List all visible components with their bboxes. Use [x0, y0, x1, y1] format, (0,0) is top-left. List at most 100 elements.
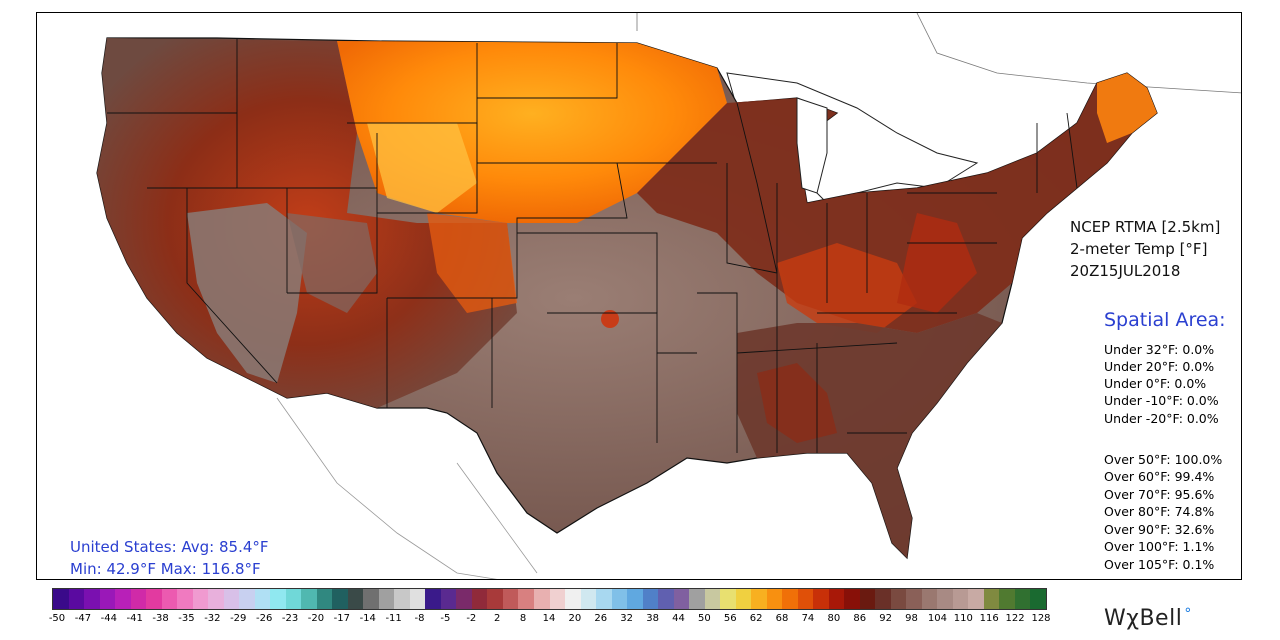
wxbell-logo: WχBell ° [1104, 606, 1192, 631]
colorbar-swatch [161, 589, 178, 609]
colorbar-swatch [487, 589, 503, 609]
colorbar-tick-label: 8 [519, 613, 527, 624]
colorbar-swatch [921, 589, 938, 609]
stat-under-20: Under 20°F: 0.0% [1104, 359, 1215, 374]
colorbar-swatch [968, 589, 984, 609]
colorbar-swatch [53, 589, 69, 609]
colorbar-tick-label: 32 [620, 613, 634, 624]
brand-name: WχBell [1104, 606, 1183, 631]
colorbar-swatch [596, 589, 612, 609]
maine-warm [1097, 73, 1157, 143]
colorbar-swatch [254, 589, 271, 609]
colorbar-tick-label: 74 [801, 613, 815, 624]
colorbar-tick-label: 26 [594, 613, 608, 624]
colorbar-tick-label: 80 [827, 613, 841, 624]
colorbar-swatch [642, 589, 659, 609]
colorbar-swatch [425, 589, 441, 609]
stat-over-105: Over 105°F: 0.1% [1104, 557, 1215, 572]
colorbar-swatch [146, 589, 162, 609]
appalachian-warm [897, 213, 977, 313]
colorbar-swatch [673, 589, 690, 609]
colorbar-tick-label: -29 [230, 613, 247, 624]
brand-dot-icon: ° [1184, 606, 1192, 622]
wyoming-hotspot [367, 123, 477, 213]
colorbar-swatch [440, 589, 457, 609]
colorbar-swatch [549, 589, 566, 609]
colorbar-tick-label: -2 [466, 613, 477, 624]
colorbar-tick-label: 92 [879, 613, 892, 624]
colorbar-swatch [316, 589, 333, 609]
colorbar-swatch [518, 589, 534, 609]
colorbar-tick-label: 98 [905, 613, 918, 624]
colorbar-swatch [890, 589, 907, 609]
temperature-map [36, 12, 1242, 580]
colorbar-swatch [239, 589, 255, 609]
colorbar-swatch [285, 589, 302, 609]
colorbar-swatch [471, 589, 488, 609]
colorbar-swatch [502, 589, 519, 609]
colorbar-tick-label: 44 [672, 613, 685, 624]
colorbar-tick-label: -38 [152, 613, 169, 624]
stat-over-50: Over 50°F: 100.0% [1104, 452, 1223, 467]
colorbar-swatch [394, 589, 410, 609]
colorbar-tick-label: -26 [255, 613, 273, 624]
colorbar-swatch [828, 589, 845, 609]
colorbar-tick-label: 116 [979, 613, 999, 624]
colorbar-swatch [332, 589, 348, 609]
colorbar-swatch [347, 589, 364, 609]
colorbar-swatch [875, 589, 891, 609]
temperature-colorbar [52, 588, 1047, 610]
colorbar-swatch [937, 589, 953, 609]
oklahoma-hotspot [601, 310, 619, 328]
colorbar-swatch [378, 589, 395, 609]
colorbar-tick-label: -14 [359, 613, 376, 624]
stat-under-32: Under 32°F: 0.0% [1104, 342, 1215, 357]
colorbar-swatch [409, 589, 426, 609]
stat-under-0: Under 0°F: 0.0% [1104, 376, 1207, 391]
colorbar-swatch [983, 589, 1000, 609]
colorbar-swatch [720, 589, 736, 609]
colorbar-tick-label: 62 [749, 613, 763, 624]
state-borders [107, 38, 1078, 453]
colorbar-swatch [363, 589, 379, 609]
colorbar-swatch [766, 589, 783, 609]
california-interior [187, 203, 307, 383]
colorbar-tick-label: -50 [48, 613, 66, 624]
colorbar-tick-label: -47 [74, 613, 92, 624]
colorbar-tick-label: 68 [775, 613, 789, 624]
stat-over-80: Over 80°F: 74.8% [1104, 504, 1215, 519]
colorbar-swatch [533, 589, 550, 609]
colorbar-swatch [704, 589, 721, 609]
colorbar-tick-label: -20 [307, 613, 325, 624]
colorbar-swatch [952, 589, 969, 609]
colorbar-tick-label: -5 [440, 613, 451, 624]
colorbar-swatch [208, 589, 224, 609]
stat-under-minus10: Under -10°F: 0.0% [1104, 393, 1219, 408]
colorbar-swatch [115, 589, 131, 609]
map-graphic [96, 13, 1241, 579]
colorbar-swatch [859, 589, 876, 609]
product-valid-time: 20Z15JUL2018 [1070, 262, 1181, 280]
colorbar-swatch [1014, 589, 1031, 609]
lake-michigan [796, 97, 828, 194]
colorbar-tick-label: -17 [333, 613, 350, 624]
colorbar-swatch [999, 589, 1015, 609]
colorbar-tick-label: 104 [927, 613, 947, 624]
colorbar-tick-label: 14 [542, 613, 556, 624]
colorbar-tick-label: 56 [723, 613, 737, 624]
colorbar-tick-label: 110 [953, 613, 973, 624]
stat-over-60: Over 60°F: 99.4% [1104, 469, 1215, 484]
colorbar-swatch [782, 589, 798, 609]
colorbar-swatch [177, 589, 193, 609]
colorbar-swatch [270, 589, 286, 609]
colorbar-swatch [658, 589, 674, 609]
colorbar-tick-label: 20 [568, 613, 582, 624]
stat-over-90: Over 90°F: 32.6% [1104, 522, 1215, 537]
product-variable: 2-meter Temp [°F] [1070, 240, 1208, 258]
stat-under-minus20: Under -20°F: 0.0% [1104, 411, 1219, 426]
colorbar-tick-label: 86 [853, 613, 867, 624]
mexico-border-lines [276, 397, 538, 579]
colorbar-tick-label: 122 [1005, 613, 1025, 624]
summary-min-max: Min: 42.9°F Max: 116.8°F [70, 560, 261, 578]
nevada-interior [287, 213, 377, 313]
